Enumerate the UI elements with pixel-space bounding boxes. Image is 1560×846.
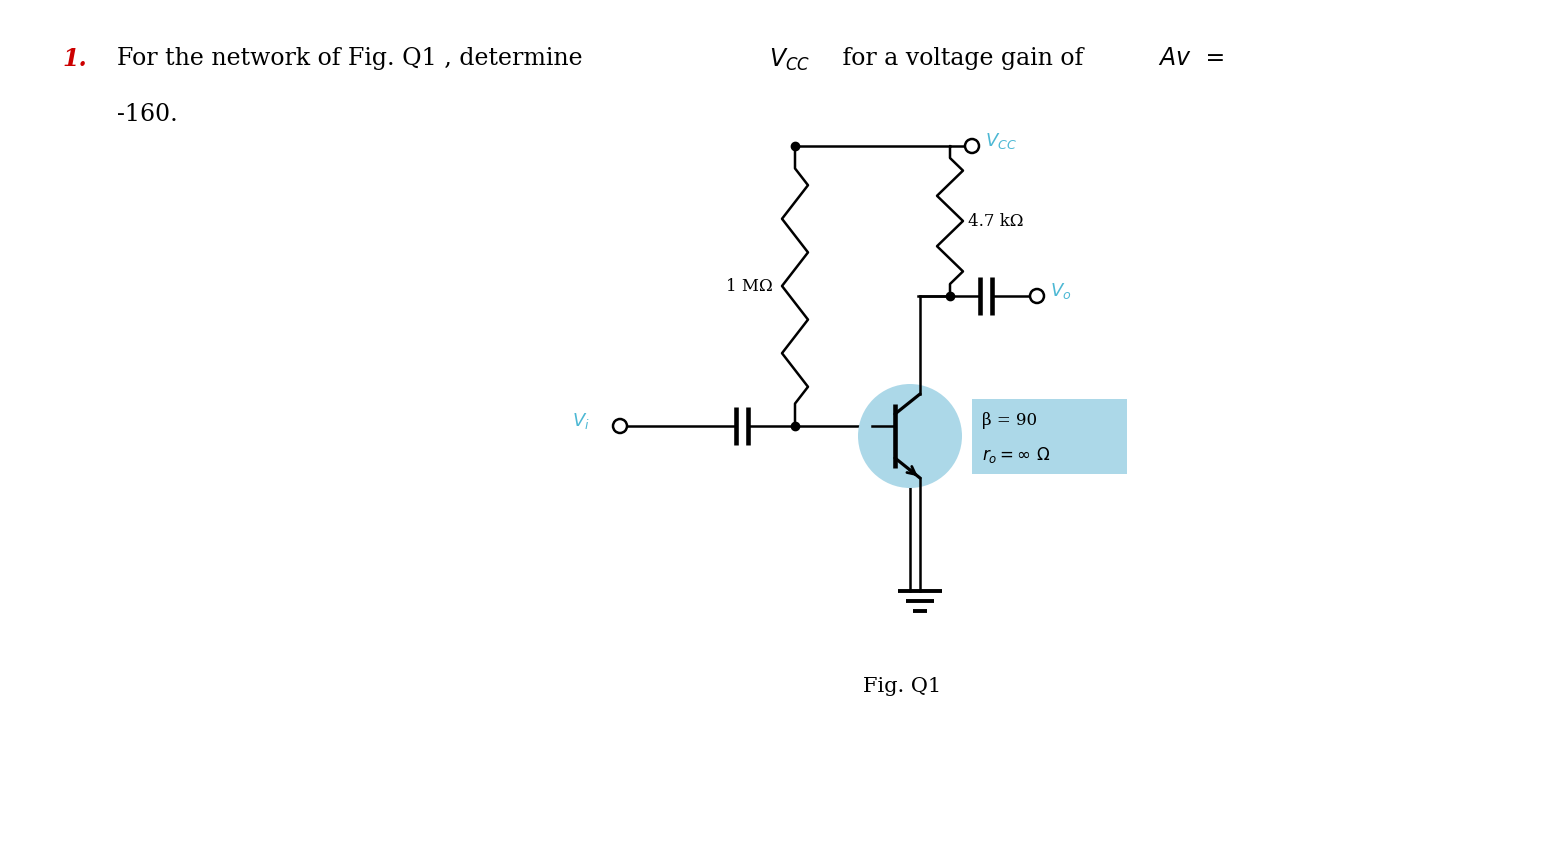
Bar [972,399,1126,474]
Text: 1.: 1. [62,47,87,70]
Text: -160.: -160. [117,103,178,126]
Text: $V_o$: $V_o$ [1050,281,1072,301]
Text: $V_{CC}$: $V_{CC}$ [984,131,1017,151]
Circle shape [613,419,627,433]
Text: for a voltage gain of: for a voltage gain of [835,47,1090,69]
Text: 1 MΩ: 1 MΩ [727,277,774,294]
Text: $Av$: $Av$ [1158,47,1192,69]
Circle shape [1030,289,1044,303]
Text: $r_o = \infty\ \Omega$: $r_o = \infty\ \Omega$ [981,445,1050,465]
Text: For the network of Fig. Q1 , determine: For the network of Fig. Q1 , determine [117,47,590,69]
Text: $V_i$: $V_i$ [573,411,590,431]
Text: =: = [1198,47,1225,69]
Text: β = 90: β = 90 [981,412,1037,429]
Circle shape [858,384,963,488]
Circle shape [966,139,980,153]
Text: Fig. Q1: Fig. Q1 [863,677,942,695]
Text: 4.7 kΩ: 4.7 kΩ [969,212,1023,229]
Text: $V_{CC}$: $V_{CC}$ [769,47,810,73]
